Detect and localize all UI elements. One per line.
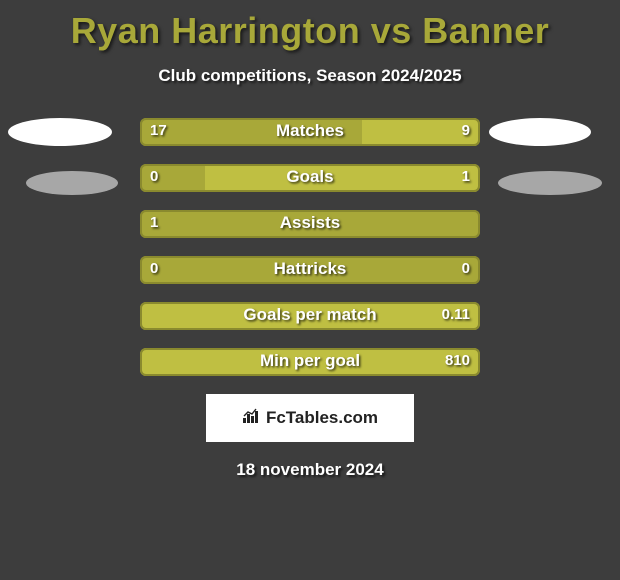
chart-icon: [242, 408, 262, 429]
stat-row: Matches17 9: [140, 118, 480, 146]
stat-value-left: 0: [150, 168, 158, 185]
player-ellipse: [26, 171, 118, 195]
stat-value-right: 0: [462, 260, 470, 277]
stat-value-right: 1: [462, 168, 470, 185]
stat-value-right: 810: [445, 352, 470, 369]
stat-value-left: 0: [150, 260, 158, 277]
date-label: 18 november 2024: [0, 460, 620, 480]
brand-text: FcTables.com: [266, 408, 378, 428]
stat-label: Assists: [140, 213, 480, 233]
stat-row: Assists1: [140, 210, 480, 238]
stat-value-left: 17: [150, 122, 167, 139]
stat-row: Hattricks0 0: [140, 256, 480, 284]
stat-value-left: 1: [150, 214, 158, 231]
stat-row: Goals per match0.11: [140, 302, 480, 330]
stat-label: Goals per match: [140, 305, 480, 325]
brand-badge: FcTables.com: [206, 394, 414, 442]
stat-label: Matches: [140, 121, 480, 141]
stat-row: Min per goal810: [140, 348, 480, 376]
comparison-chart: Matches179Goals01Assists1Hattricks00Goal…: [0, 118, 620, 376]
stat-label: Min per goal: [140, 351, 480, 371]
stat-row: Goals0 1: [140, 164, 480, 192]
page-title: Ryan Harrington vs Banner: [0, 0, 620, 52]
stat-label: Goals: [140, 167, 480, 187]
player-ellipse: [498, 171, 602, 195]
stat-value-right: 9: [462, 122, 470, 139]
player-ellipse: [489, 118, 591, 146]
page-subtitle: Club competitions, Season 2024/2025: [0, 66, 620, 86]
player-ellipse: [8, 118, 112, 146]
stat-value-right: 0.11: [442, 306, 470, 323]
stat-label: Hattricks: [140, 259, 480, 279]
brand-label: FcTables.com: [242, 408, 378, 429]
